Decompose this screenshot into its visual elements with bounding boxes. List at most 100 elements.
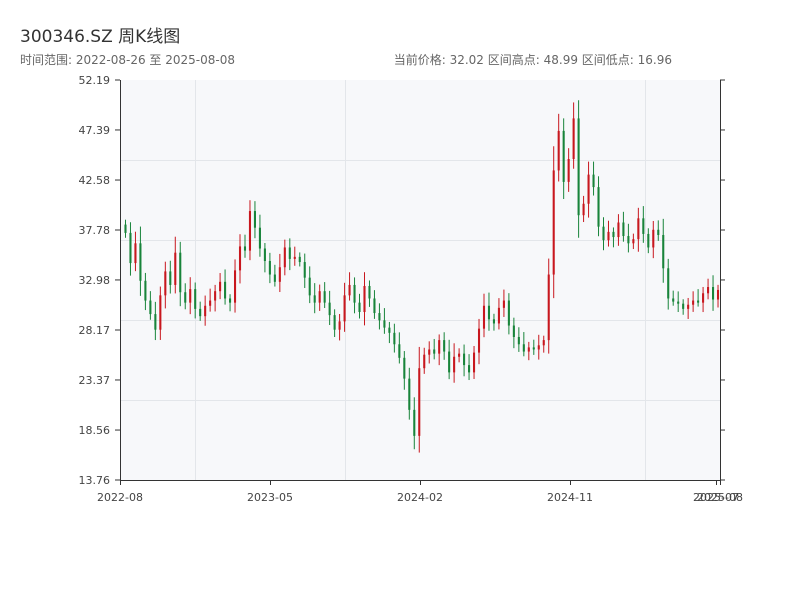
candle-body-32: [283, 247, 286, 268]
candle-body-76: [502, 300, 505, 308]
candle-body-41: [328, 302, 331, 316]
candles-layer: [124, 100, 720, 453]
candle-body-70: [472, 352, 476, 373]
candle-body-5: [149, 300, 152, 315]
candle-body-28: [263, 248, 266, 262]
candle-body-107: [657, 229, 660, 235]
candle-body-83: [537, 345, 540, 350]
candle-body-19: [219, 281, 222, 292]
candle-body-109: [667, 268, 670, 299]
candle-body-11: [179, 252, 182, 293]
candle-body-77: [507, 300, 510, 326]
candle-body-65: [448, 351, 451, 373]
grid-layer: [120, 80, 720, 480]
candle-body-98: [612, 231, 615, 238]
candle-body-101: [627, 236, 630, 244]
candle-body-67: [458, 353, 461, 357]
candle-body-0: [124, 224, 127, 233]
candle-body-17: [209, 300, 212, 306]
candle-body-38: [313, 295, 316, 303]
candle-body-117: [707, 287, 710, 294]
candle-body-57: [408, 378, 411, 410]
candle-body-48: [363, 285, 366, 313]
candle-body-50: [373, 298, 376, 314]
candle-body-54: [393, 332, 396, 345]
candle-body-110: [672, 298, 675, 302]
chart-title: 300346.SZ 周K线图: [20, 27, 181, 47]
candle-body-91: [577, 118, 580, 216]
candle-body-62: [433, 349, 436, 354]
candle-body-14: [194, 289, 197, 309]
candle-body-105: [647, 233, 650, 248]
candle-body-35: [298, 256, 301, 263]
candle-body-47: [358, 302, 361, 313]
candle-body-44: [343, 295, 346, 322]
x-tick-label-0: 2022-08: [97, 491, 143, 504]
candle-body-94: [592, 174, 595, 188]
candle-body-87: [557, 130, 560, 171]
candle-body-90: [572, 118, 575, 160]
x-tick-label-1: 2023-05: [247, 491, 293, 504]
candle-body-92: [582, 203, 585, 216]
candle-body-43: [338, 321, 341, 330]
candle-body-114: [692, 300, 695, 305]
candle-body-64: [443, 340, 446, 352]
axis-layer: 13.76 18.56 23.37 28.17 32.98 37.78 42.58 47.39…: [79, 74, 743, 504]
candle-body-37: [308, 277, 311, 296]
candle-body-22: [233, 270, 237, 303]
candle-body-71: [477, 328, 481, 353]
y-tick-label-3: 28.17: [79, 324, 111, 337]
candle-body-93: [587, 174, 590, 204]
y-tick-label-4: 32.98: [79, 274, 111, 287]
candle-body-6: [154, 314, 157, 330]
candle-body-61: [428, 349, 431, 355]
candle-body-29: [268, 261, 271, 275]
candle-body-39: [318, 291, 321, 303]
x-tick-label-4: 2025-07: [693, 491, 739, 504]
candle-body-49: [368, 285, 371, 299]
candle-body-108: [662, 234, 665, 269]
candle-body-81: [527, 347, 530, 352]
candle-body-3: [139, 243, 142, 281]
candle-body-79: [517, 336, 520, 345]
candle-body-10: [174, 252, 177, 285]
candle-body-102: [632, 239, 635, 244]
candle-body-103: [637, 218, 640, 240]
candle-body-74: [492, 319, 495, 324]
candle-body-45: [348, 284, 351, 296]
candle-body-1: [129, 232, 132, 264]
candle-body-26: [253, 211, 256, 228]
candle-body-7: [159, 295, 162, 330]
candle-body-56: [403, 357, 406, 379]
x-tick-label-2: 2024-02: [397, 491, 443, 504]
candle-body-104: [642, 218, 645, 234]
candle-body-78: [512, 325, 515, 337]
y-tick-label-7: 47.39: [79, 124, 111, 137]
y-tick-label-5: 37.78: [79, 224, 111, 237]
candle-body-100: [622, 222, 625, 237]
y-tick-label-6: 42.58: [79, 174, 111, 187]
candle-body-66: [453, 356, 456, 373]
candle-body-12: [184, 292, 187, 303]
candle-body-86: [552, 170, 555, 275]
candle-body-24: [243, 246, 247, 251]
candle-body-36: [303, 262, 306, 278]
candle-body-20: [224, 281, 227, 299]
x-tick-label-5: 2025-08: [697, 491, 743, 504]
candle-body-99: [617, 222, 620, 238]
candle-body-23: [238, 246, 242, 271]
candle-body-21: [229, 298, 232, 303]
candle-body-59: [418, 368, 421, 436]
y-tick-label-2: 23.37: [79, 374, 111, 387]
candle-body-60: [423, 354, 426, 369]
candle-body-34: [293, 256, 296, 259]
candle-body-18: [214, 291, 217, 301]
candle-body-88: [562, 130, 565, 182]
candle-body-16: [204, 305, 207, 317]
candle-body-96: [602, 226, 605, 241]
candle-body-2: [134, 243, 137, 264]
candle-body-119: [716, 289, 720, 300]
candle-body-40: [323, 291, 326, 303]
candle-body-9: [169, 271, 172, 285]
